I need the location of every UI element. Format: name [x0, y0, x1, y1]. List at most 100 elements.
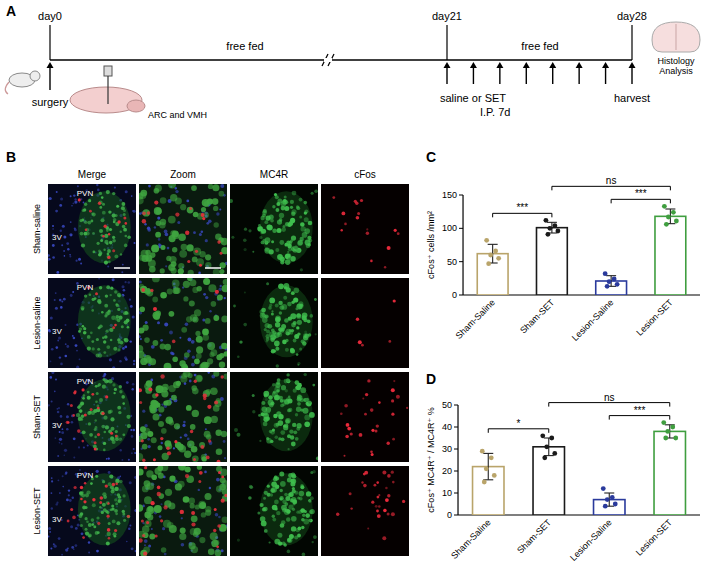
- cell: [147, 228, 151, 232]
- column-header: MC4R: [260, 169, 288, 180]
- cell: [160, 197, 167, 204]
- cell: [160, 292, 167, 299]
- sig-bracket: [611, 199, 670, 203]
- cell: [147, 211, 151, 215]
- cell: [129, 481, 132, 484]
- cell: [82, 325, 85, 328]
- micrograph: [230, 278, 318, 368]
- cell: [216, 448, 223, 455]
- error-cap: [488, 244, 498, 245]
- cell: [162, 384, 169, 391]
- cell: [217, 294, 223, 300]
- needle: [107, 76, 108, 104]
- syringe: [104, 66, 112, 76]
- cell: [78, 330, 81, 333]
- cell: [288, 408, 292, 412]
- cell: [294, 288, 300, 294]
- cell: [175, 190, 178, 193]
- cell: [115, 437, 119, 441]
- cell: [191, 522, 195, 526]
- cell: [116, 521, 120, 525]
- cell: [139, 307, 145, 313]
- cell: [284, 318, 289, 323]
- cell: [59, 204, 62, 207]
- cell: [97, 189, 100, 192]
- cell: [270, 488, 275, 493]
- cell: [154, 505, 162, 513]
- cell: [288, 257, 291, 260]
- cell: [125, 235, 128, 238]
- cell: [297, 423, 302, 428]
- bracket-line: [609, 416, 669, 420]
- cell: [221, 499, 225, 503]
- sig-bracket: [609, 416, 669, 420]
- cell: [123, 209, 126, 212]
- day-tick: [631, 25, 632, 60]
- arrow-head: [444, 62, 451, 68]
- cell: [146, 470, 153, 477]
- image-bg: [230, 184, 318, 274]
- data-point: [542, 455, 547, 460]
- cell: [66, 242, 69, 245]
- cell: [77, 185, 79, 187]
- cell: [64, 454, 66, 456]
- cell: [265, 314, 269, 318]
- cell: [144, 539, 148, 543]
- cell: [114, 487, 118, 491]
- cell: [344, 223, 347, 226]
- x-tick-label: Sham-SET: [515, 517, 554, 556]
- cell: [272, 505, 278, 511]
- cell: [237, 433, 241, 437]
- cell: [57, 411, 60, 414]
- cell: [296, 511, 299, 514]
- cell: [213, 315, 219, 321]
- cell: [313, 535, 317, 539]
- cell: [350, 507, 352, 509]
- cell: [192, 410, 199, 417]
- cell: [243, 323, 247, 327]
- cell: [134, 452, 136, 454]
- cell: [78, 258, 81, 261]
- cell: [107, 380, 110, 383]
- cell: [297, 362, 300, 365]
- cell: [258, 224, 261, 227]
- y-axis-title: cFos⁺ cells /mm²: [426, 211, 436, 279]
- cell: [78, 198, 81, 201]
- cell: [50, 317, 53, 320]
- cell: [189, 300, 195, 306]
- cell: [122, 285, 125, 288]
- cell: [219, 269, 224, 274]
- cell: [280, 523, 285, 528]
- cell: [90, 482, 93, 485]
- cell: [85, 229, 88, 232]
- cell: [115, 430, 118, 433]
- cell: [222, 285, 227, 293]
- cell: [132, 383, 135, 386]
- cell: [193, 212, 199, 218]
- cell: [146, 521, 149, 524]
- cell: [139, 538, 143, 542]
- y-tick-label: 0: [452, 290, 457, 300]
- cell: [98, 278, 100, 280]
- cell: [180, 375, 187, 382]
- pvn-glow: [78, 473, 131, 545]
- cell: [144, 337, 150, 343]
- cell: [283, 199, 286, 202]
- cell: [148, 260, 156, 268]
- cell: [203, 390, 210, 397]
- cell: [63, 298, 66, 301]
- cell: [371, 453, 374, 456]
- cell: [117, 308, 120, 311]
- cell: [392, 438, 395, 441]
- cell: [290, 206, 293, 209]
- cell: [160, 466, 168, 471]
- cell: [162, 527, 165, 530]
- cell: [112, 239, 116, 243]
- cell: [106, 458, 108, 460]
- data-point: [549, 436, 554, 441]
- data-point: [493, 249, 498, 254]
- cell: [75, 527, 78, 530]
- cell: [292, 487, 295, 490]
- cell: [90, 331, 93, 334]
- cell: [83, 446, 85, 448]
